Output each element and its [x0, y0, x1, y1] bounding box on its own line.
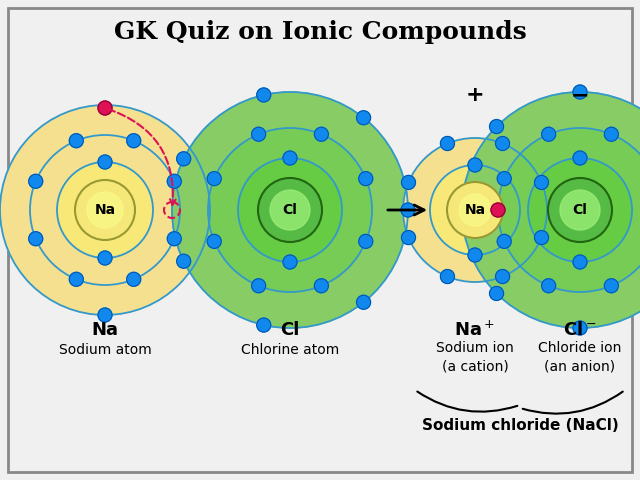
Circle shape — [87, 192, 123, 228]
Circle shape — [573, 85, 587, 99]
Text: Cl: Cl — [280, 321, 300, 339]
Circle shape — [560, 190, 600, 230]
Circle shape — [490, 120, 504, 133]
Circle shape — [98, 155, 112, 169]
Circle shape — [252, 127, 266, 141]
Circle shape — [29, 174, 43, 188]
Circle shape — [491, 203, 505, 217]
Circle shape — [573, 321, 587, 335]
Text: GK Quiz on Ionic Compounds: GK Quiz on Ionic Compounds — [114, 20, 526, 44]
Circle shape — [356, 295, 371, 309]
Text: Sodium atom: Sodium atom — [59, 343, 152, 357]
Circle shape — [573, 151, 587, 165]
Circle shape — [541, 127, 556, 141]
Circle shape — [455, 203, 469, 217]
Circle shape — [604, 127, 618, 141]
Circle shape — [127, 134, 141, 148]
Circle shape — [447, 182, 503, 238]
Circle shape — [208, 128, 372, 292]
Circle shape — [468, 158, 482, 172]
Text: Na: Na — [92, 321, 118, 339]
Circle shape — [401, 203, 415, 217]
Circle shape — [283, 255, 297, 269]
Circle shape — [401, 230, 415, 244]
Circle shape — [207, 172, 221, 186]
Circle shape — [541, 279, 556, 293]
Circle shape — [98, 101, 112, 115]
Circle shape — [0, 105, 210, 315]
Circle shape — [177, 152, 191, 166]
Circle shape — [172, 92, 408, 328]
Circle shape — [98, 308, 112, 322]
Circle shape — [75, 180, 135, 240]
Circle shape — [359, 172, 372, 186]
Circle shape — [257, 318, 271, 332]
Text: (a cation): (a cation) — [442, 359, 508, 373]
Circle shape — [167, 174, 181, 188]
Text: Na$^+$: Na$^+$ — [454, 320, 495, 340]
Text: Cl: Cl — [573, 203, 588, 217]
Circle shape — [534, 176, 548, 190]
Circle shape — [127, 272, 141, 286]
Circle shape — [440, 136, 454, 151]
Circle shape — [57, 162, 153, 258]
Circle shape — [359, 234, 372, 248]
Text: (an anion): (an anion) — [545, 359, 616, 373]
Text: Chlorine atom: Chlorine atom — [241, 343, 339, 357]
Circle shape — [459, 194, 491, 226]
Circle shape — [270, 190, 310, 230]
Text: −: − — [571, 85, 589, 105]
FancyBboxPatch shape — [8, 8, 632, 472]
Circle shape — [258, 178, 322, 242]
Circle shape — [207, 234, 221, 248]
Circle shape — [314, 279, 328, 293]
Circle shape — [604, 279, 618, 293]
Circle shape — [167, 232, 181, 246]
Text: Chloride ion: Chloride ion — [538, 341, 621, 355]
Circle shape — [314, 127, 328, 141]
Circle shape — [430, 165, 520, 255]
Text: Cl$^-$: Cl$^-$ — [563, 321, 596, 339]
Circle shape — [283, 151, 297, 165]
Circle shape — [497, 172, 511, 186]
Circle shape — [495, 269, 509, 284]
Circle shape — [495, 136, 509, 151]
Text: Sodium ion: Sodium ion — [436, 341, 514, 355]
Circle shape — [252, 279, 266, 293]
Circle shape — [403, 138, 547, 282]
Circle shape — [30, 135, 180, 285]
Text: Na: Na — [465, 203, 486, 217]
Circle shape — [238, 158, 342, 262]
Circle shape — [497, 234, 511, 248]
Circle shape — [498, 128, 640, 292]
Circle shape — [573, 255, 587, 269]
Text: +: + — [466, 85, 484, 105]
Text: Sodium chloride (NaCl): Sodium chloride (NaCl) — [422, 418, 618, 432]
Circle shape — [69, 134, 83, 148]
Circle shape — [29, 232, 43, 246]
Circle shape — [490, 287, 504, 300]
Circle shape — [548, 178, 612, 242]
Circle shape — [528, 158, 632, 262]
Circle shape — [468, 248, 482, 262]
Circle shape — [401, 176, 415, 190]
Circle shape — [440, 269, 454, 284]
Circle shape — [462, 92, 640, 328]
Circle shape — [356, 111, 371, 125]
Circle shape — [257, 88, 271, 102]
Circle shape — [534, 230, 548, 244]
Text: Na: Na — [95, 203, 116, 217]
Circle shape — [177, 254, 191, 268]
Text: Cl: Cl — [283, 203, 298, 217]
Circle shape — [69, 272, 83, 286]
Circle shape — [98, 251, 112, 265]
